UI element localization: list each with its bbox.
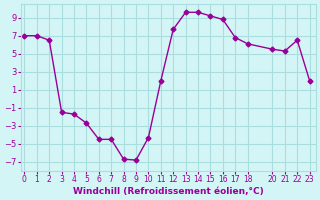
- X-axis label: Windchill (Refroidissement éolien,°C): Windchill (Refroidissement éolien,°C): [73, 187, 264, 196]
